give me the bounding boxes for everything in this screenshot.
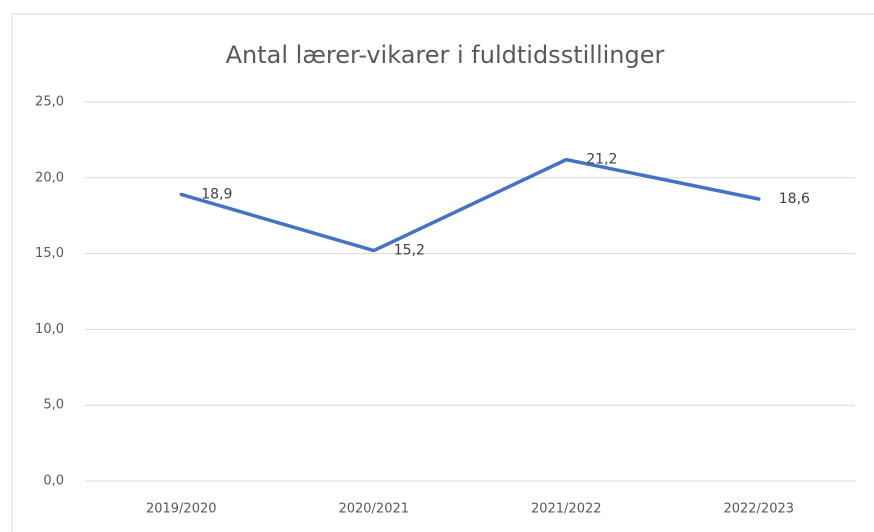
- y-tick-label: 25,0: [35, 95, 64, 110]
- y-tick-label: 15,0: [35, 246, 64, 261]
- y-tick-label: 20,0: [35, 170, 64, 185]
- x-tick-label: 2021/2022: [531, 502, 602, 517]
- chart-border: [11, 13, 874, 532]
- data-label: 18,6: [779, 191, 810, 207]
- data-label: 18,9: [201, 186, 232, 202]
- line: [179, 157, 761, 253]
- x-tick-label: 2020/2021: [338, 502, 409, 517]
- data-label: 21,2: [586, 152, 617, 168]
- x-tick-label: 2022/2023: [723, 502, 794, 517]
- y-tick-label: 10,0: [35, 322, 64, 337]
- chart-title: Antal lærer-vikarer i fuldtidsstillinger: [226, 41, 665, 69]
- data-label: 15,2: [394, 243, 425, 259]
- y-tick-label: 0,0: [43, 474, 64, 489]
- x-tick-label: 2019/2020: [146, 502, 217, 517]
- y-tick-label: 5,0: [43, 398, 64, 413]
